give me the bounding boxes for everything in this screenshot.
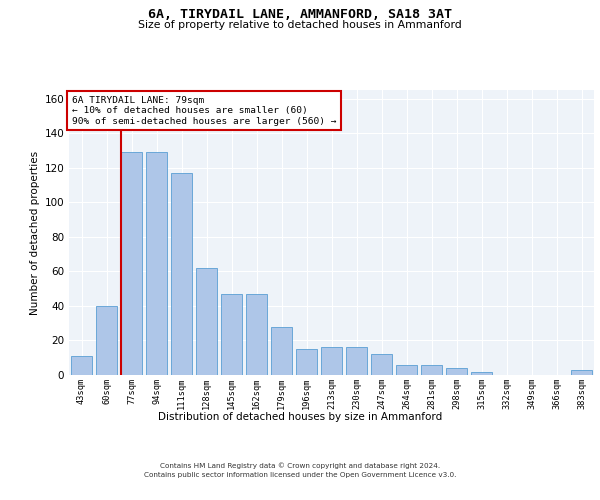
Bar: [121, 152, 142, 375]
Bar: [346, 348, 367, 375]
Text: Distribution of detached houses by size in Ammanford: Distribution of detached houses by size …: [158, 412, 442, 422]
Bar: [396, 364, 417, 375]
Bar: [371, 354, 392, 375]
Bar: [271, 326, 292, 375]
Text: Contains public sector information licensed under the Open Government Licence v3: Contains public sector information licen…: [144, 472, 456, 478]
Bar: [446, 368, 467, 375]
Bar: [571, 370, 592, 375]
Text: 6A TIRYDAIL LANE: 79sqm
← 10% of detached houses are smaller (60)
90% of semi-de: 6A TIRYDAIL LANE: 79sqm ← 10% of detache…: [71, 96, 336, 126]
Bar: [221, 294, 242, 375]
Bar: [421, 364, 442, 375]
Bar: [196, 268, 217, 375]
Bar: [246, 294, 267, 375]
Y-axis label: Number of detached properties: Number of detached properties: [30, 150, 40, 314]
Text: Contains HM Land Registry data © Crown copyright and database right 2024.: Contains HM Land Registry data © Crown c…: [160, 462, 440, 469]
Bar: [471, 372, 492, 375]
Bar: [146, 152, 167, 375]
Bar: [296, 349, 317, 375]
Text: Size of property relative to detached houses in Ammanford: Size of property relative to detached ho…: [138, 20, 462, 30]
Bar: [96, 306, 117, 375]
Text: 6A, TIRYDAIL LANE, AMMANFORD, SA18 3AT: 6A, TIRYDAIL LANE, AMMANFORD, SA18 3AT: [148, 8, 452, 20]
Bar: [321, 348, 342, 375]
Bar: [71, 356, 92, 375]
Bar: [171, 173, 192, 375]
